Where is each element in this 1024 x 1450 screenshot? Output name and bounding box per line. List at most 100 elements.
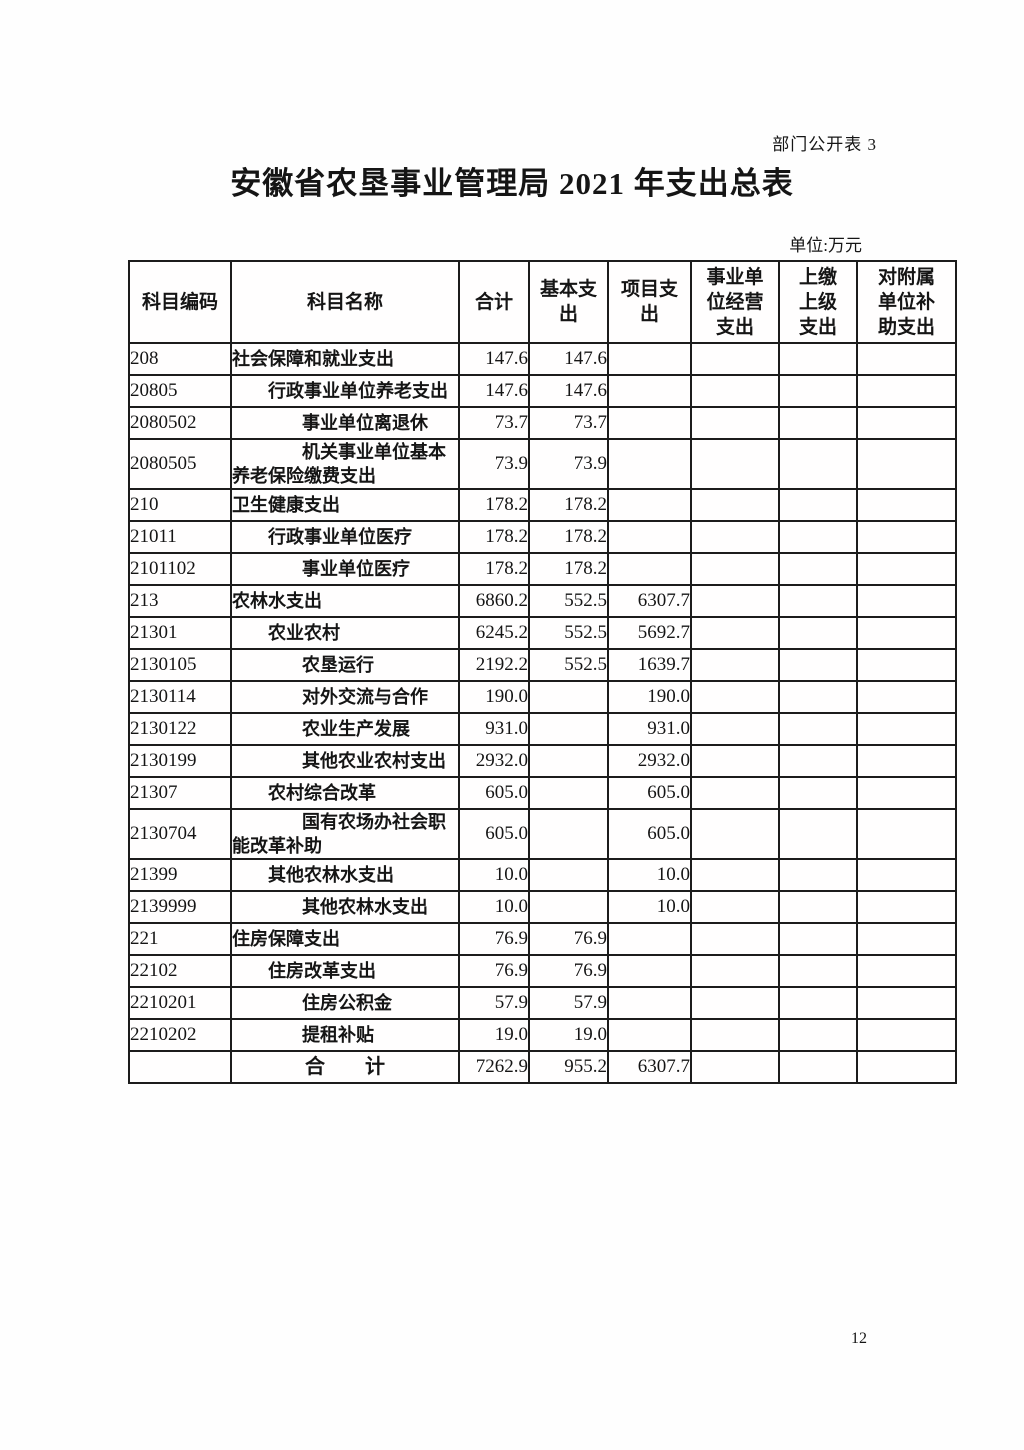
cell-total: 76.9 xyxy=(458,922,530,956)
cell-subsidy xyxy=(856,342,957,376)
cell-total: 931.0 xyxy=(458,712,530,746)
cell-subject-name: 事业单位离退休 xyxy=(230,406,460,440)
cell-project: 605.0 xyxy=(607,808,692,860)
cell-basic: 73.7 xyxy=(528,406,609,440)
col-header-total: 合计 xyxy=(458,260,530,344)
cell-basic xyxy=(528,808,609,860)
table-row: 2210201 住房公积金 57.9 57.9 xyxy=(128,986,957,1020)
cell-upper xyxy=(778,712,858,746)
cell-basic: 76.9 xyxy=(528,954,609,988)
cell-subject-name: 对外交流与合作 xyxy=(230,680,460,714)
cell-operating xyxy=(690,1018,780,1052)
col-header-subsidy: 对附属 单位补 助支出 xyxy=(856,260,957,344)
cell-project xyxy=(607,954,692,988)
table-row: 213 农林水支出 6860.2 552.5 6307.7 xyxy=(128,584,957,618)
cell-upper xyxy=(778,858,858,892)
cell-upper xyxy=(778,954,858,988)
cell-project xyxy=(607,552,692,586)
cell-subject-code: 2080502 xyxy=(128,406,232,440)
cell-total: 2192.2 xyxy=(458,648,530,682)
expenditure-table: 科目编码 科目名称 合计 基本支 出项目支 出事业单 位经营 支出 上缴 上级 支出 对附… xyxy=(128,260,957,1084)
cell-basic: 178.2 xyxy=(528,552,609,586)
cell-upper xyxy=(778,890,858,924)
cell-operating xyxy=(690,374,780,408)
cell-upper xyxy=(778,1018,858,1052)
cell-project xyxy=(607,374,692,408)
cell-subsidy xyxy=(856,954,957,988)
cell-project: 5692.7 xyxy=(607,616,692,650)
cell-project: 2932.0 xyxy=(607,744,692,778)
cell-subject-code: 213 xyxy=(128,584,232,618)
cell-subject-name: 农业农村 xyxy=(230,616,460,650)
cell-subsidy xyxy=(856,488,957,522)
table-row: 21011 行政事业单位医疗 178.2 178.2 xyxy=(128,520,957,554)
page-title: 安徽省农垦事业管理局 2021 年支出总表 xyxy=(230,166,794,201)
cell-operating xyxy=(690,922,780,956)
cell-project xyxy=(607,406,692,440)
cell-operating xyxy=(690,744,780,778)
cell-subject-code: 21301 xyxy=(128,616,232,650)
cell-operating xyxy=(690,584,780,618)
cell-total: 76.9 xyxy=(458,954,530,988)
cell-upper xyxy=(778,648,858,682)
cell-subsidy xyxy=(856,584,957,618)
cell-basic: 147.6 xyxy=(528,374,609,408)
cell-operating xyxy=(690,520,780,554)
cell-operating xyxy=(690,616,780,650)
cell-subject-name: 合 计 xyxy=(230,1050,460,1084)
table-row: 21307 农村综合改革 605.0 605.0 xyxy=(128,776,957,810)
cell-total: 10.0 xyxy=(458,858,530,892)
cell-operating xyxy=(690,438,780,490)
corner-table-label: 部门公开表 3 xyxy=(772,135,877,154)
cell-basic: 147.6 xyxy=(528,342,609,376)
cell-total: 6245.2 xyxy=(458,616,530,650)
cell-subject-name: 提租补贴 xyxy=(230,1018,460,1052)
cell-project xyxy=(607,986,692,1020)
cell-subject-name: 住房改革支出 xyxy=(230,954,460,988)
cell-subject-name: 国有农场办社会职能改革补助 xyxy=(230,808,460,860)
cell-subject-code: 2130122 xyxy=(128,712,232,746)
cell-subject-name: 农业生产发展 xyxy=(230,712,460,746)
cell-subsidy xyxy=(856,1018,957,1052)
unit-label: 单位:万元 xyxy=(789,236,862,255)
cell-subsidy xyxy=(856,438,957,490)
table-row: 22102 住房改革支出 76.9 76.9 xyxy=(128,954,957,988)
cell-project: 6307.7 xyxy=(607,584,692,618)
cell-operating xyxy=(690,680,780,714)
cell-subsidy xyxy=(856,858,957,892)
cell-basic: 57.9 xyxy=(528,986,609,1020)
col-header-basic: 基本支 出 xyxy=(528,260,609,344)
cell-upper xyxy=(778,922,858,956)
cell-project: 6307.7 xyxy=(607,1050,692,1084)
cell-project xyxy=(607,488,692,522)
cell-upper xyxy=(778,744,858,778)
cell-total: 178.2 xyxy=(458,520,530,554)
cell-subject-name: 住房公积金 xyxy=(230,986,460,1020)
cell-basic xyxy=(528,680,609,714)
table-row: 2130199 其他农业农村支出 2932.0 2932.0 xyxy=(128,744,957,778)
cell-subject-code xyxy=(128,1050,232,1084)
cell-subject-code: 2130105 xyxy=(128,648,232,682)
cell-subject-code: 221 xyxy=(128,922,232,956)
cell-subject-code: 2210201 xyxy=(128,986,232,1020)
cell-total: 10.0 xyxy=(458,890,530,924)
cell-upper xyxy=(778,986,858,1020)
cell-subject-code: 2139999 xyxy=(128,890,232,924)
cell-total: 147.6 xyxy=(458,374,530,408)
col-header-upper: 上缴 上级 支出 xyxy=(778,260,858,344)
cell-subsidy xyxy=(856,712,957,746)
table-row: 21301 农业农村 6245.2 552.5 5692.7 xyxy=(128,616,957,650)
cell-upper xyxy=(778,616,858,650)
cell-subsidy xyxy=(856,1050,957,1084)
cell-subsidy xyxy=(856,986,957,1020)
cell-subject-name: 农村综合改革 xyxy=(230,776,460,810)
cell-subject-name: 行政事业单位医疗 xyxy=(230,520,460,554)
table-row: 2139999 其他农林水支出 10.0 10.0 xyxy=(128,890,957,924)
cell-operating xyxy=(690,1050,780,1084)
cell-total: 605.0 xyxy=(458,776,530,810)
cell-upper xyxy=(778,776,858,810)
cell-subsidy xyxy=(856,808,957,860)
cell-subsidy xyxy=(856,520,957,554)
table-row: 208 社会保障和就业支出 147.6 147.6 xyxy=(128,342,957,376)
